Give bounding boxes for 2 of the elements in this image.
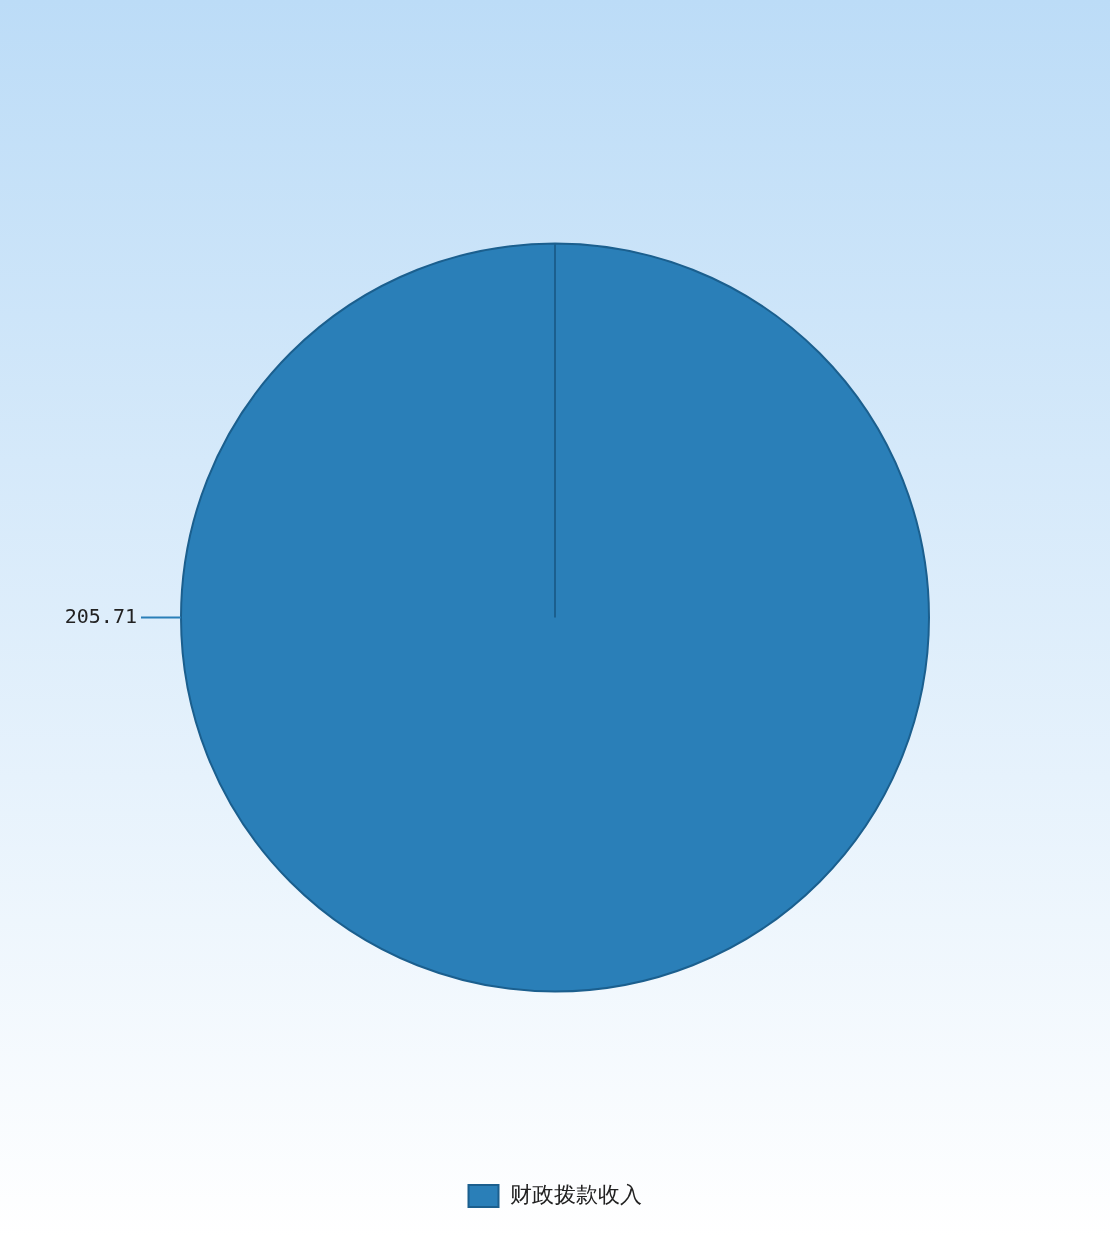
legend-label: 财政拨款收入 <box>509 1181 642 1207</box>
data-label: 205.71 <box>64 603 137 628</box>
